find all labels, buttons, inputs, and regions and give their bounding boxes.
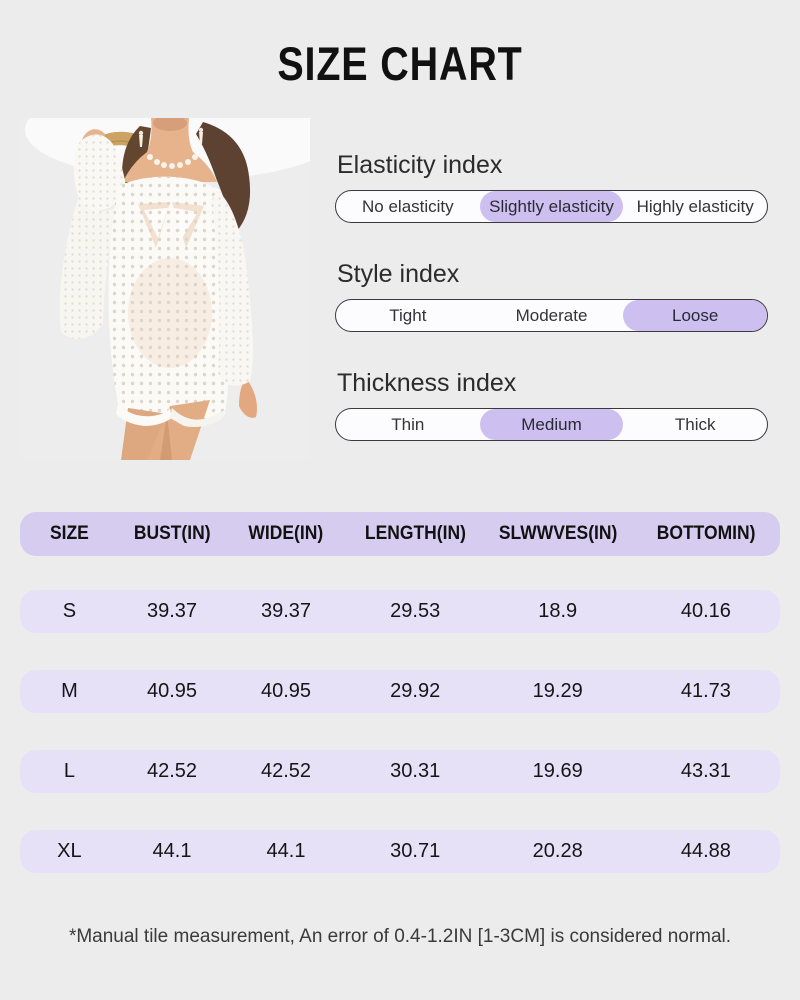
product-photo bbox=[20, 80, 345, 460]
cell-bust: 44.1 bbox=[152, 840, 192, 862]
header-bust: BUST(IN) bbox=[133, 523, 211, 544]
page-title-wrap: SIZE CHART bbox=[0, 36, 800, 91]
cell-wide: 40.95 bbox=[260, 680, 312, 702]
cell-bottom: 43.31 bbox=[680, 760, 731, 782]
thickness-index-title: Thickness index bbox=[337, 369, 517, 397]
cell-size: XL bbox=[57, 840, 82, 862]
cell-length: 30.31 bbox=[390, 760, 441, 782]
index-panels: Elasticity index No elasticity Slightly … bbox=[335, 150, 768, 477]
option-tight: Tight bbox=[389, 305, 427, 325]
crochet-coverup-illustration bbox=[20, 80, 345, 460]
elasticity-index-title: Elasticity index bbox=[337, 151, 503, 179]
cell-bottom: 44.88 bbox=[680, 840, 731, 862]
cell-size: L bbox=[63, 760, 75, 782]
cell-wide: 42.52 bbox=[260, 760, 312, 782]
cell-sleeves: 18.9 bbox=[538, 600, 578, 622]
option-medium: Medium bbox=[479, 409, 624, 440]
cell-bottom: 40.16 bbox=[680, 600, 731, 622]
cell-size: M bbox=[61, 680, 78, 702]
table-row-xl: XL 44.1 44.1 30.71 20.28 44.88 bbox=[20, 830, 780, 873]
style-index-section: Style index Tight Moderate Loose bbox=[335, 259, 768, 332]
size-table: SIZE BUST(IN) WIDE(IN) LENGTH(IN) SLWWVE… bbox=[20, 512, 780, 873]
elasticity-index-bar: No elasticity Slightly elasticity Highly… bbox=[335, 190, 768, 223]
option-thick: Thick bbox=[674, 414, 716, 434]
header-wide: WIDE(IN) bbox=[248, 523, 324, 544]
table-row-l: L 42.52 42.52 30.31 19.69 43.31 bbox=[20, 750, 780, 793]
cell-wide: 44.1 bbox=[266, 840, 306, 862]
cell-sleeves: 20.28 bbox=[532, 840, 583, 862]
header-length: LENGTH(IN) bbox=[364, 523, 466, 544]
cell-bottom: 41.73 bbox=[680, 680, 731, 702]
table-row-m: M 40.95 40.95 29.92 19.29 41.73 bbox=[20, 670, 780, 713]
measurement-note: *Manual tile measurement, An error of 0.… bbox=[68, 926, 732, 947]
thickness-index-bar: Thin Medium Thick bbox=[335, 408, 768, 441]
cell-length: 30.71 bbox=[390, 840, 441, 862]
style-index-bar: Tight Moderate Loose bbox=[335, 299, 768, 332]
cell-bust: 40.95 bbox=[146, 680, 198, 702]
cell-sleeves: 19.29 bbox=[532, 680, 583, 702]
header-sleeves: SLWWVES(IN) bbox=[498, 523, 617, 544]
header-bottom: BOTTOMIN) bbox=[656, 523, 756, 544]
style-index-title: Style index bbox=[337, 260, 460, 288]
option-thin: Thin bbox=[391, 414, 425, 434]
option-moderate: Moderate bbox=[515, 305, 588, 325]
size-table-header: SIZE BUST(IN) WIDE(IN) LENGTH(IN) SLWWVE… bbox=[20, 512, 780, 556]
thickness-index-section: Thickness index Thin Medium Thick bbox=[335, 368, 768, 441]
cell-size: S bbox=[62, 600, 77, 622]
cell-bust: 42.52 bbox=[146, 760, 198, 782]
option-slightly-elasticity: Slightly elasticity bbox=[479, 191, 624, 222]
elasticity-index-section: Elasticity index No elasticity Slightly … bbox=[335, 150, 768, 223]
option-loose: Loose bbox=[623, 300, 767, 331]
header-size: SIZE bbox=[49, 523, 89, 544]
cell-bust: 39.37 bbox=[146, 600, 198, 622]
page-title: SIZE CHART bbox=[277, 37, 523, 90]
cell-sleeves: 19.69 bbox=[532, 760, 583, 782]
option-highly-elasticity: Highly elasticity bbox=[636, 196, 754, 216]
cell-length: 29.53 bbox=[390, 600, 441, 622]
table-row-s: S 39.37 39.37 29.53 18.9 40.16 bbox=[20, 590, 780, 633]
option-no-elasticity: No elasticity bbox=[362, 196, 454, 216]
cell-wide: 39.37 bbox=[260, 600, 312, 622]
cell-length: 29.92 bbox=[390, 680, 441, 702]
